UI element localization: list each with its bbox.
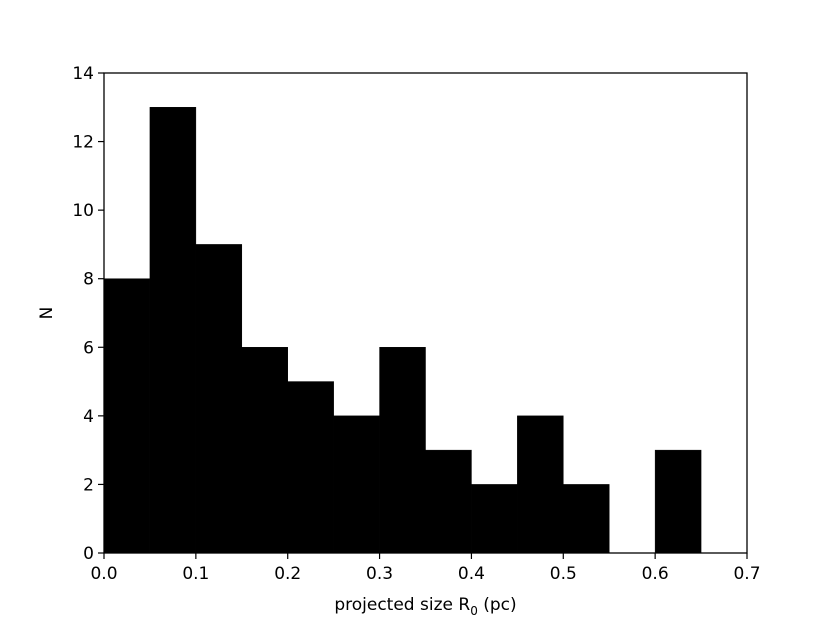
y-tick-label: 4 <box>83 407 94 427</box>
histogram-bar <box>195 244 243 554</box>
histogram-bar <box>517 415 564 554</box>
x-tick-label: 0.5 <box>550 564 577 584</box>
histogram-bar <box>471 484 518 554</box>
histogram-bar <box>563 484 610 554</box>
histogram-bar <box>333 415 380 554</box>
histogram-bar <box>654 449 702 554</box>
y-tick-label: 14 <box>72 64 94 84</box>
histogram-bar <box>425 449 472 554</box>
histogram-bar <box>149 107 197 554</box>
y-tick-label: 6 <box>83 338 94 358</box>
x-axis-label-subscript: 0 <box>470 604 478 618</box>
x-axis-ticks: 0.0 0.1 0.2 0.3 0.4 0.5 0.6 0.7 <box>90 553 761 584</box>
histogram-bar <box>287 381 334 554</box>
x-tick-label: 0.0 <box>90 564 117 584</box>
y-tick-label: 0 <box>83 544 94 564</box>
x-axis-label-suffix: (pc) <box>478 595 517 615</box>
x-axis-label-main: projected size R <box>334 595 470 615</box>
x-tick-label: 0.1 <box>182 564 209 584</box>
y-tick-label: 10 <box>72 201 94 221</box>
x-axis-label: projected size R0 (pc) <box>334 595 516 618</box>
x-tick-label: 0.7 <box>733 564 760 584</box>
bars-group <box>103 107 702 554</box>
plot-frame <box>103 72 748 554</box>
y-tick-label: 12 <box>72 133 94 153</box>
y-axis-label: N <box>37 307 57 320</box>
histogram-bar <box>103 278 151 554</box>
x-tick-label: 0.4 <box>458 564 485 584</box>
histogram-bar <box>241 347 288 554</box>
y-tick-label: 8 <box>83 270 94 290</box>
y-tick-label: 2 <box>83 475 94 495</box>
x-tick-label: 0.3 <box>366 564 393 584</box>
x-tick-label: 0.6 <box>642 564 669 584</box>
y-axis-ticks: 0 2 4 6 8 10 12 14 <box>72 64 104 564</box>
x-tick-label: 0.2 <box>274 564 301 584</box>
histogram-bar <box>379 347 426 554</box>
